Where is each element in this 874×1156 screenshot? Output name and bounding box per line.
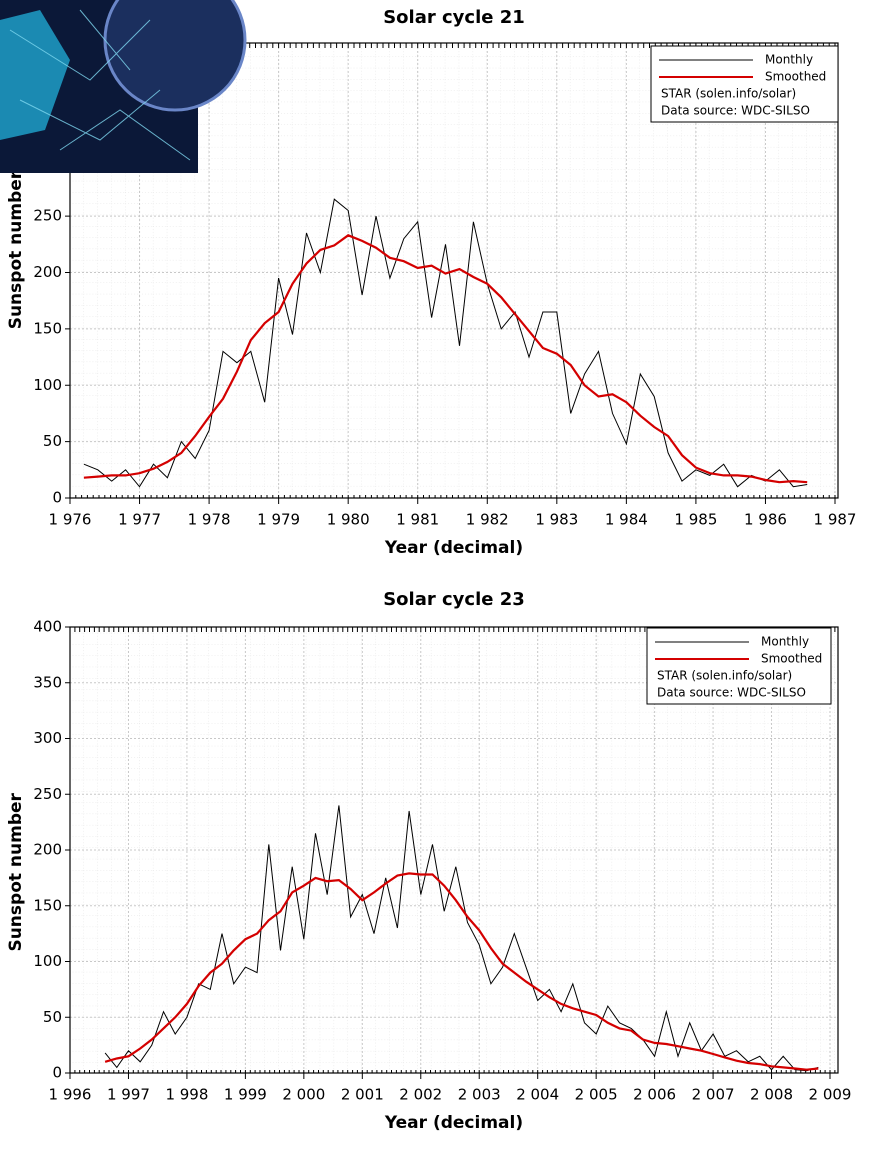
y-tick-label: 150 [33, 319, 62, 337]
x-tick-label: 2 007 [692, 1086, 735, 1104]
x-tick-label: 1 979 [257, 511, 300, 529]
x-tick-label: 1 981 [396, 511, 439, 529]
plot-frame [69, 626, 839, 1074]
y-tick-label: 250 [33, 207, 62, 225]
image-crystal [0, 10, 70, 140]
y-tick-label: 200 [33, 841, 62, 859]
y-tick-label: 150 [33, 896, 62, 914]
y-tick-label: 300 [33, 729, 62, 747]
legend-label: Monthly [765, 53, 813, 67]
y-tick-label: 100 [33, 952, 62, 970]
annotation: Data source: WDC-SILSO [661, 104, 810, 118]
chart-title: Solar cycle 23 [383, 589, 525, 610]
x-tick-label: 2 005 [575, 1086, 618, 1104]
x-axis-label: Year (decimal) [384, 538, 523, 558]
x-tick-label: 1 982 [466, 511, 509, 529]
x-tick-label: 2 000 [282, 1086, 325, 1104]
x-tick-label: 1 984 [605, 511, 648, 529]
x-tick-label: 2 003 [458, 1086, 501, 1104]
x-tick-label: 1 987 [814, 511, 857, 529]
legend-label: Smoothed [765, 70, 826, 84]
x-tick-label: 1 998 [165, 1086, 208, 1104]
legend-label: Smoothed [761, 652, 822, 666]
y-tick-label: 200 [33, 263, 62, 281]
x-tick-label: 1 983 [535, 511, 578, 529]
monthly-line [83, 198, 808, 488]
image-lines [9, 9, 191, 161]
annotation: Data source: WDC-SILSO [657, 686, 806, 700]
monthly-line [104, 805, 819, 1072]
x-tick-label: 1 996 [49, 1086, 92, 1104]
y-tick-label: 0 [52, 1064, 62, 1082]
y-tick-label: 50 [43, 1008, 62, 1026]
x-tick-label: 2 002 [399, 1086, 442, 1104]
y-tick-label: 100 [33, 376, 62, 394]
y-tick-label: 250 [33, 785, 62, 803]
y-tick-label: 400 [33, 618, 62, 636]
plot-frame [69, 42, 839, 499]
x-tick-label: 1 976 [49, 511, 92, 529]
decorative-image [0, 0, 247, 173]
legend-label: Monthly [761, 635, 809, 649]
x-tick-label: 1 997 [107, 1086, 150, 1104]
annotation: STAR (solen.info/solar) [657, 669, 792, 683]
x-tick-label: 2 004 [516, 1086, 559, 1104]
y-tick-label: 50 [43, 432, 62, 450]
y-tick-label: 0 [52, 489, 62, 507]
x-tick-label: 1 980 [327, 511, 370, 529]
x-tick-label: 1 986 [744, 511, 787, 529]
x-tick-label: 1 999 [224, 1086, 267, 1104]
y-axis-label: Sunspot number [6, 792, 26, 951]
x-tick-label: 2 006 [633, 1086, 676, 1104]
smoothed-line [83, 234, 808, 484]
x-tick-label: 1 978 [188, 511, 231, 529]
x-axis-label: Year (decimal) [384, 1113, 523, 1133]
legend-box [646, 627, 832, 705]
x-tick-label: 1 985 [674, 511, 717, 529]
smoothed-line [104, 872, 819, 1071]
y-tick-label: 350 [33, 673, 62, 691]
x-tick-label: 1 977 [118, 511, 161, 529]
x-tick-label: 2 001 [341, 1086, 384, 1104]
legend-box [650, 45, 839, 123]
x-tick-label: 2 009 [809, 1086, 852, 1104]
chart-title: Solar cycle 21 [383, 7, 525, 28]
x-tick-label: 2 008 [750, 1086, 793, 1104]
y-axis-label: Sunspot number [6, 170, 26, 329]
annotation: STAR (solen.info/solar) [661, 87, 796, 101]
